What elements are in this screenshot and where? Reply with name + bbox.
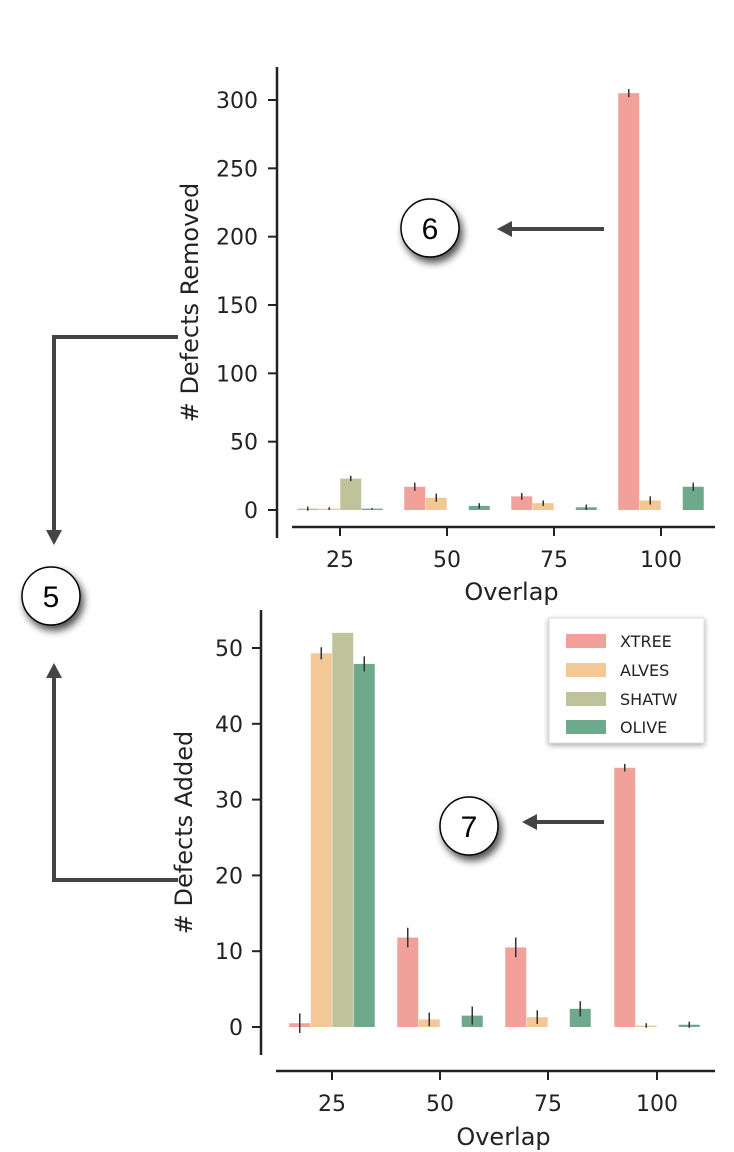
bar-xtree-50: [404, 486, 426, 510]
y-tick-label: 300: [216, 89, 258, 114]
y-tick-label: 250: [216, 157, 258, 182]
connector-bracket: [46, 335, 178, 882]
defects-added-chart: 0 10 20 30 40 50 25 50 75 100 Overlap # Defects Add…: [170, 610, 715, 1151]
y-tick-label: 50: [215, 637, 243, 662]
bar-xtree-75: [505, 947, 527, 1027]
bar-shatw-25: [332, 632, 354, 1027]
legend-label-xtree: XTREE: [620, 632, 672, 651]
legend-swatch-xtree: [566, 634, 606, 648]
x-tick-label: 75: [540, 548, 568, 573]
bar-alves-25: [310, 653, 332, 1027]
bar-alves-75: [532, 503, 554, 510]
arrow-down-head: [46, 530, 62, 545]
bar-xtree-100: [618, 93, 640, 511]
y-axis-title: # Defects Removed: [176, 183, 204, 423]
y-tick-label: 50: [230, 431, 258, 456]
y-tick-label: 0: [229, 1016, 243, 1041]
callout-7-arrow-head: [522, 814, 537, 830]
y-tick-label: 40: [215, 713, 243, 738]
bar-olive-25: [353, 663, 375, 1027]
y-tick-label: 200: [216, 226, 258, 251]
x-axis-title: Overlap: [464, 578, 558, 606]
legend-label-olive: OLIVE: [620, 718, 667, 737]
callout-6-circle: [400, 198, 460, 258]
legend-label-shatw: SHATW: [620, 690, 678, 709]
bracket-arrow-up: [52, 672, 178, 882]
x-tick-label: 25: [326, 548, 354, 573]
legend-swatch-alves: [566, 663, 606, 677]
callout-5: 5: [21, 566, 81, 626]
y-tick-label: 100: [216, 362, 258, 387]
x-tick-label: 75: [534, 1092, 562, 1117]
bar-alves-50: [425, 497, 447, 510]
bar-olive-75: [569, 1008, 591, 1027]
legend-label-alves: ALVES: [620, 661, 669, 680]
y-tick-label: 0: [244, 499, 258, 524]
arrow-up-head: [46, 663, 62, 678]
bracket-arrow-down: [52, 335, 178, 537]
y-axis-title: # Defects Added: [170, 731, 198, 934]
x-axis-title: Overlap: [456, 1123, 550, 1151]
bar-xtree-75: [511, 496, 533, 510]
callout-7-label: 7: [461, 811, 478, 844]
bar-shatw-25: [340, 478, 362, 510]
y-tick-label: 10: [215, 940, 243, 965]
callout-6-arrow-head: [497, 221, 512, 237]
callout-7: 7: [439, 796, 604, 856]
x-tick-label: 100: [640, 548, 682, 573]
x-tick-label: 100: [636, 1092, 678, 1117]
bar-xtree-100: [614, 767, 636, 1027]
x-tick-label: 50: [433, 548, 461, 573]
callout-6-label: 6: [422, 213, 439, 246]
legend: XTREE ALVES SHATW OLIVE: [548, 617, 705, 744]
bar-xtree-50: [397, 937, 419, 1027]
defects-removed-chart: 0 50 100 150 200 250 300 25 50 75 100 Overlap # Defe…: [176, 67, 715, 606]
legend-swatch-olive: [566, 720, 606, 734]
y-tick-label: 150: [216, 294, 258, 319]
y-tick-label: 20: [215, 864, 243, 889]
bar-alves-100: [639, 500, 661, 510]
callout-5-label: 5: [43, 581, 60, 614]
x-tick-label: 50: [426, 1092, 454, 1117]
callout-5-circle: [21, 566, 81, 626]
x-tick-label: 25: [318, 1092, 346, 1117]
callout-6: 6: [400, 198, 604, 258]
y-tick-label: 30: [215, 789, 243, 814]
legend-swatch-shatw: [566, 692, 606, 706]
bar-olive-100: [682, 486, 704, 510]
callout-7-circle: [439, 796, 499, 856]
